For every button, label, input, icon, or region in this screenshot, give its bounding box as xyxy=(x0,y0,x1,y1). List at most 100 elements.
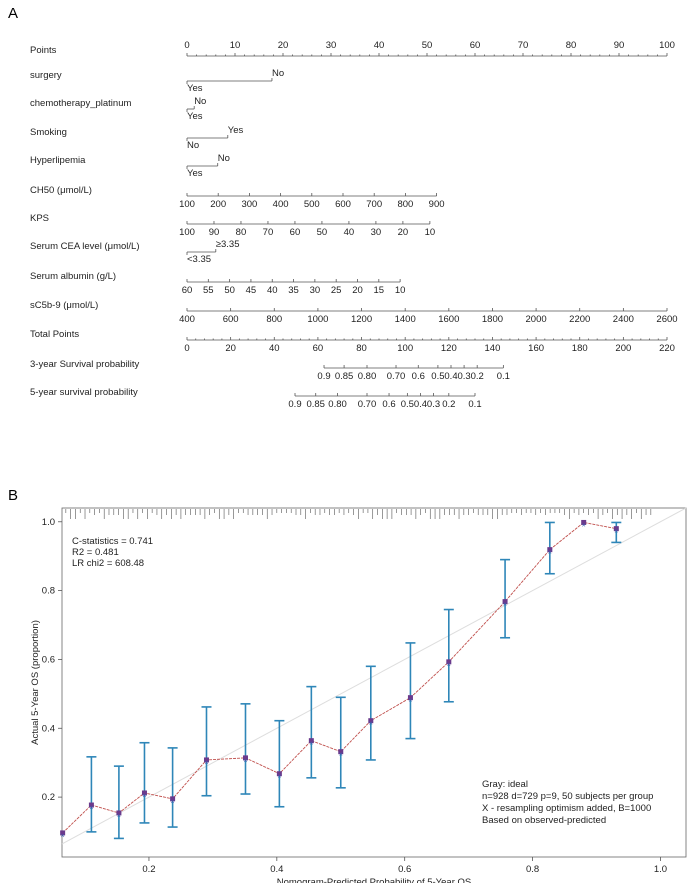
variable-tick-label: 60 xyxy=(182,285,193,296)
points-tick-label: 90 xyxy=(614,40,625,51)
x-axis-label: Nomogram-Predicted Probability of 5-Year… xyxy=(277,877,472,883)
level-label: ≥3.35 xyxy=(216,239,240,250)
data-point xyxy=(116,810,122,816)
optimism-x-marker: × xyxy=(277,774,281,781)
total-points-tick-label: 180 xyxy=(572,343,588,354)
variable-tick-label: 1600 xyxy=(438,314,459,325)
probability-tick-label: 0.85 xyxy=(306,399,325,410)
data-point xyxy=(338,749,344,755)
probability-tick-label: 0.5 xyxy=(431,371,444,382)
probability-tick-label: 0.1 xyxy=(468,399,481,410)
calibration-plot: 0.2 0.4 0.6 0.8 1.0 0.2 0.4 0.6 0.8 1.0 Nomogram-P… xyxy=(30,507,687,883)
row-label: KPS xyxy=(30,213,49,224)
variable-tick-label: 70 xyxy=(263,227,274,238)
row-label-total-points: Total Points xyxy=(30,329,79,340)
level-label: <3.35 xyxy=(187,254,211,265)
x-tick-label: 0.2 xyxy=(142,864,155,875)
optimism-x-marker: × xyxy=(142,793,146,800)
total-points-tick-label: 100 xyxy=(397,343,413,354)
row-label-probability: 5-year survival probability xyxy=(30,387,138,398)
variable-tick-label: 600 xyxy=(223,314,239,325)
optimism-x-marker: × xyxy=(447,662,451,669)
probability-tick-label: 0.5 xyxy=(401,399,414,410)
y-axis-label: Actual 5-Year OS (proportion) xyxy=(30,620,41,745)
variable-tick-label: 400 xyxy=(179,314,195,325)
probability-tick-label: 0.80 xyxy=(328,399,347,410)
variable-tick-label: 500 xyxy=(304,199,320,210)
variable-tick-label: 1400 xyxy=(395,314,416,325)
probability-tick-label: 0.2 xyxy=(442,399,455,410)
row-label: CH50 (μmol/L) xyxy=(30,185,92,196)
variable-tick-label: 100 xyxy=(179,199,195,210)
total-points-tick-label: 220 xyxy=(659,343,675,354)
data-point xyxy=(203,757,209,763)
level-label: No xyxy=(194,96,206,107)
optimism-x-marker: × xyxy=(171,799,175,806)
row-label: sC5b-9 (μmol/L) xyxy=(30,300,98,311)
probability-tick-label: 0.80 xyxy=(358,371,377,382)
probability-tick-label: 0.70 xyxy=(387,371,406,382)
optimism-x-marker: × xyxy=(204,760,208,767)
variable-tick-label: 30 xyxy=(310,285,321,296)
data-point xyxy=(581,519,587,525)
legend-text: X - resampling optimism added, B=1000 xyxy=(482,803,651,814)
optimism-x-marker: × xyxy=(339,752,343,759)
data-point xyxy=(170,796,176,802)
optimism-x-marker: × xyxy=(548,550,552,557)
row-label: Hyperlipemia xyxy=(30,155,86,166)
row-label: Serum albumin (g/L) xyxy=(30,271,116,282)
optimism-x-marker: × xyxy=(117,813,121,820)
optimism-x-marker: × xyxy=(89,805,93,812)
total-points-tick-label: 60 xyxy=(313,343,324,354)
points-tick-label: 10 xyxy=(230,40,241,51)
y-tick-label: 0.4 xyxy=(42,723,55,734)
variable-tick-label: 40 xyxy=(344,227,355,238)
variable-tick-label: 25 xyxy=(331,285,342,296)
variable-tick-label: 45 xyxy=(246,285,257,296)
level-label: No xyxy=(272,68,284,79)
variable-tick-label: 400 xyxy=(273,199,289,210)
row-label: surgery xyxy=(30,70,62,81)
variable-tick-label: 35 xyxy=(288,285,299,296)
probability-tick-label: 0.3 xyxy=(427,399,440,410)
optimism-x-marker: × xyxy=(503,602,507,609)
y-tick-label: 0.2 xyxy=(42,792,55,803)
points-tick-label: 100 xyxy=(659,40,675,51)
data-point xyxy=(88,802,94,808)
variable-tick-label: 20 xyxy=(352,285,363,296)
variable-tick-label: 2400 xyxy=(613,314,634,325)
data-point xyxy=(446,659,452,665)
data-point xyxy=(547,547,553,553)
points-tick-label: 70 xyxy=(518,40,529,51)
model-statistic: C-statistics = 0.741 xyxy=(72,536,153,547)
level-label: No xyxy=(187,140,199,151)
variable-tick-label: 20 xyxy=(398,227,409,238)
level-label: Yes xyxy=(187,111,203,122)
variable-tick-label: 10 xyxy=(395,285,406,296)
optimism-x-marker: × xyxy=(61,833,65,840)
total-points-tick-label: 80 xyxy=(356,343,367,354)
variable-tick-label: 1800 xyxy=(482,314,503,325)
optimism-x-marker: × xyxy=(408,698,412,705)
panel-a-label: A xyxy=(8,5,18,22)
data-point xyxy=(613,526,619,532)
probability-tick-label: 0.2 xyxy=(471,371,484,382)
observed-line xyxy=(62,521,617,834)
model-statistic: LR chi2 = 608.48 xyxy=(72,558,144,569)
variable-tick-label: 100 xyxy=(179,227,195,238)
total-points-tick-label: 120 xyxy=(441,343,457,354)
variable-tick-label: 90 xyxy=(209,227,220,238)
variable-tick-label: 50 xyxy=(317,227,328,238)
points-tick-label: 50 xyxy=(422,40,433,51)
variable-tick-label: 10 xyxy=(425,227,436,238)
row-label: chemotherapy_platinum xyxy=(30,98,131,109)
level-label: Yes xyxy=(187,83,203,94)
row-label-probability: 3-year Survival probability xyxy=(30,359,140,370)
variable-tick-label: 60 xyxy=(290,227,301,238)
optimism-x-marker: × xyxy=(582,522,586,529)
probability-tick-label: 0.9 xyxy=(317,371,330,382)
points-tick-label: 60 xyxy=(470,40,481,51)
variable-tick-label: 200 xyxy=(210,199,226,210)
variable-tick-label: 80 xyxy=(236,227,247,238)
data-point xyxy=(308,738,314,744)
